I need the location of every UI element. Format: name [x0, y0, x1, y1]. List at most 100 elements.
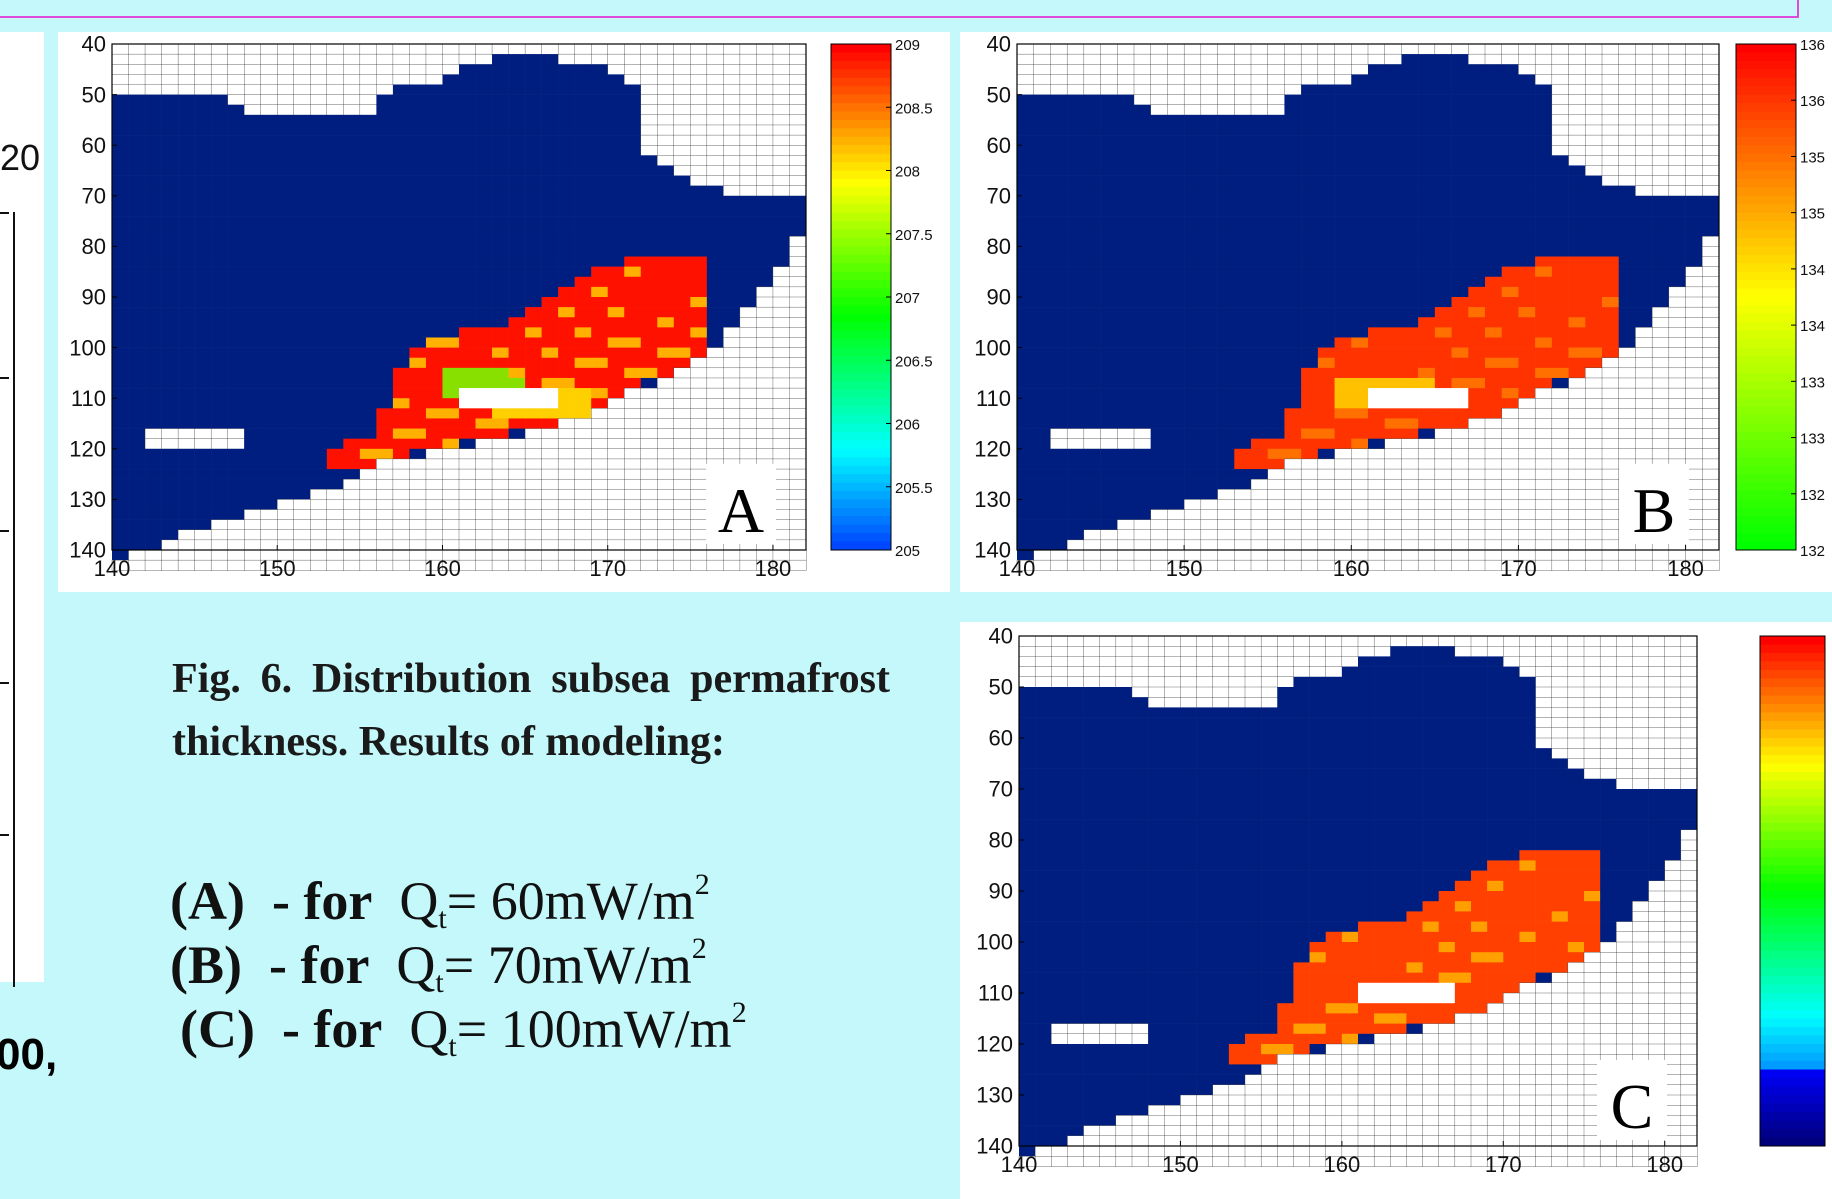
heatmap-cell: [1167, 226, 1185, 237]
heatmap-cell: [607, 53, 625, 65]
heatmap-cell: [591, 185, 609, 197]
heatmap-cell: [640, 104, 658, 116]
heatmap-cell: [1083, 697, 1101, 708]
heatmap-cell: [492, 104, 509, 116]
heatmap-cell: [1601, 155, 1620, 166]
heatmap-cell: [1418, 185, 1436, 197]
heatmap-cell: [492, 236, 509, 247]
heatmap-cell: [574, 478, 592, 490]
heatmap-cell: [260, 216, 278, 227]
heatmap-cell: [1067, 367, 1085, 379]
heatmap-cell: [1367, 478, 1386, 490]
heatmap-cell: [690, 468, 708, 480]
heatmap-cell: [1401, 559, 1419, 571]
heatmap-cell: [293, 145, 311, 156]
heatmap-cell: [194, 469, 212, 480]
heatmap-cell: [277, 327, 295, 338]
heatmap-cell: [508, 357, 526, 369]
heatmap-cell: [1351, 418, 1369, 429]
heatmap-cell: [1099, 1033, 1117, 1045]
heatmap-cell: [112, 398, 129, 409]
heatmap-cell: [1668, 266, 1686, 278]
heatmap-cell: [657, 155, 675, 166]
heatmap-cell: [1518, 165, 1536, 176]
heatmap-cell: [624, 276, 642, 288]
heatmap-cell: [376, 135, 394, 146]
heatmap-cell: [392, 246, 410, 257]
heatmap-cell: [244, 286, 262, 298]
heatmap-cell: [1367, 559, 1386, 571]
heatmap-cell: [128, 347, 146, 359]
heatmap-cell: [145, 307, 162, 318]
heatmap-cell: [739, 327, 757, 338]
heatmap-cell: [1184, 124, 1202, 136]
heatmap-cell: [1050, 509, 1068, 520]
heatmap-cell: [1217, 377, 1235, 389]
heatmap-cell: [1301, 317, 1319, 328]
heatmap-cell: [607, 357, 625, 369]
heatmap-cell: [1050, 428, 1068, 440]
heatmap-cell: [392, 418, 410, 429]
heatmap-cell: [1585, 387, 1603, 399]
heatmap-cell: [1083, 286, 1101, 298]
heatmap-cell: [161, 84, 179, 96]
heatmap-cell: [1334, 357, 1352, 369]
heatmap-cell: [1019, 707, 1036, 718]
heatmap-cell: [1334, 145, 1352, 156]
heatmap-cell: [756, 74, 774, 85]
heatmap-cell: [1099, 1084, 1117, 1096]
heatmap-cell: [359, 165, 377, 176]
heatmap-cell: [1067, 768, 1084, 780]
heatmap-cell: [541, 357, 559, 369]
heatmap-cell: [1234, 124, 1252, 136]
heatmap-cell: [624, 478, 642, 490]
heatmap-cell: [1083, 962, 1101, 973]
heatmap-cell: [1184, 205, 1202, 217]
heatmap-cell: [1100, 327, 1118, 338]
heatmap-cell: [1618, 448, 1636, 460]
heatmap-cell: [475, 216, 493, 227]
heatmap-cell: [1418, 94, 1436, 106]
heatmap-cell: [194, 458, 212, 470]
heatmap-cell: [1384, 377, 1402, 389]
heatmap-cell: [459, 327, 476, 338]
panel-b: 40 50 60 70 80 90 100 110 120 130 140 140 150 160 170 1…: [960, 32, 1832, 592]
colorbar-band: [831, 221, 891, 231]
heatmap-cell: [260, 367, 278, 379]
heatmap-cell: [128, 549, 146, 561]
heatmap-cell: [359, 226, 377, 237]
heatmap-cell: [1083, 738, 1101, 749]
colorbar-band: [831, 499, 891, 509]
heatmap-cell: [1051, 635, 1068, 647]
heatmap-cell: [1401, 84, 1419, 95]
heatmap-cell: [178, 155, 195, 166]
y-tick-label: 40: [82, 32, 106, 57]
x-tick-label: 180: [755, 556, 792, 581]
heatmap-cell: [260, 307, 278, 318]
heatmap-cell: [409, 175, 427, 186]
heatmap-cell: [244, 327, 262, 338]
heatmap-cell: [145, 317, 162, 328]
heatmap-cell: [1067, 307, 1085, 318]
heatmap-cell: [492, 357, 509, 369]
heatmap-cell: [508, 367, 526, 379]
heatmap-cell: [1384, 539, 1402, 551]
heatmap-cell: [1099, 921, 1117, 933]
heatmap-cell: [1017, 216, 1035, 227]
heatmap-cell: [1301, 327, 1319, 338]
heatmap-cell: [541, 327, 559, 338]
heatmap-cell: [1067, 860, 1084, 871]
colorbar-band: [831, 263, 891, 273]
heatmap-cell: [1651, 64, 1670, 75]
heatmap-cell: [1551, 529, 1570, 541]
heatmap-cell: [1485, 165, 1503, 176]
heatmap-cell: [1035, 1105, 1052, 1116]
heatmap-cell: [1601, 114, 1620, 126]
heatmap-cell: [1099, 738, 1117, 749]
heatmap-cell: [789, 256, 807, 268]
y-tick-label: 90: [82, 285, 106, 310]
heatmap-cell: [1451, 256, 1469, 267]
heatmap-cell: [1618, 124, 1636, 136]
heatmap-cell: [145, 236, 162, 247]
heatmap-cell: [657, 418, 675, 430]
